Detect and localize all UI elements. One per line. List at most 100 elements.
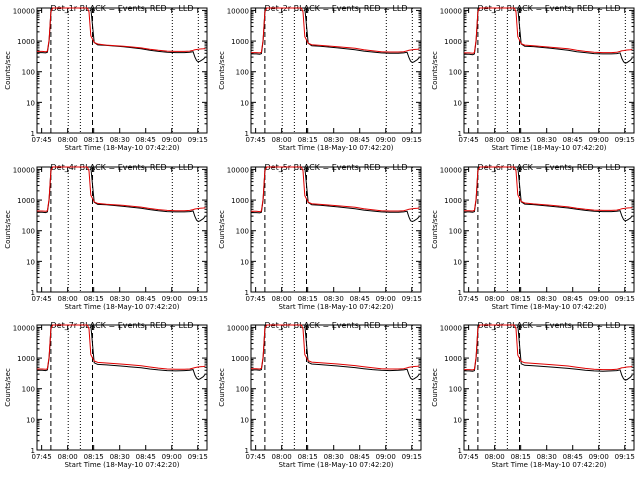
y-tick-label: 1 (31, 130, 35, 138)
y-tick-label: 1000 (17, 355, 35, 363)
x-tick-label: 09:15 (188, 453, 208, 461)
x-tick-label: 09:00 (376, 136, 396, 144)
x-tick-label: 08:30 (537, 136, 557, 144)
y-tick-label: 10 (453, 258, 462, 266)
panel-title: Det_2r BLACK = Events, RED = LLD (264, 4, 407, 13)
y-tick-label: 1 (245, 289, 249, 297)
x-tick-label: 09:15 (402, 295, 422, 303)
y-tick-label: 1 (245, 130, 249, 138)
x-tick-label: 09:00 (589, 453, 609, 461)
x-tick-label: 07:45 (246, 295, 266, 303)
x-tick-label: 08:15 (84, 295, 104, 303)
x-tick-label: 08:15 (84, 453, 104, 461)
x-tick-label: 08:30 (324, 136, 344, 144)
x-tick-label: 07:45 (32, 136, 52, 144)
x-tick-label: 08:00 (485, 295, 505, 303)
x-tick-label: 09:00 (162, 295, 182, 303)
y-axis-label: Counts/sec (218, 368, 226, 407)
y-tick-label: 10000 (13, 7, 35, 15)
lld-series-line (251, 166, 420, 213)
panel-title: Det_9r BLACK = Events, RED = LLD (477, 321, 620, 330)
x-tick-label: 08:45 (136, 453, 156, 461)
plot-frame (250, 166, 422, 293)
x-tick-label: 07:45 (459, 295, 479, 303)
x-tick-label: 08:30 (324, 453, 344, 461)
x-tick-label: 07:45 (32, 453, 52, 461)
events-series-line (464, 324, 633, 381)
x-tick-label: 08:30 (110, 136, 130, 144)
plot-frame (463, 324, 635, 451)
x-tick-label: 08:45 (563, 295, 583, 303)
y-tick-label: 100 (22, 69, 35, 77)
y-tick-label: 1000 (17, 38, 35, 46)
y-tick-label: 1 (458, 130, 462, 138)
x-tick-label: 09:00 (589, 136, 609, 144)
y-tick-label: 100 (236, 69, 249, 77)
plot-frame (250, 324, 422, 451)
y-tick-label: 10 (240, 416, 249, 424)
y-axis-label: Counts/sec (431, 368, 439, 407)
x-tick-label: 09:15 (615, 136, 635, 144)
x-tick-label: 08:00 (485, 453, 505, 461)
plot-frame (250, 7, 422, 134)
y-axis-label: Counts/sec (431, 51, 439, 90)
x-tick-label: 08:15 (84, 136, 104, 144)
y-tick-label: 100 (22, 228, 35, 236)
panel-title: Det_7r BLACK = Events, RED = LLD (50, 321, 193, 330)
x-axis-label: Start Time (18-May-10 07:42:20) (64, 144, 179, 152)
x-tick-label: 09:15 (402, 136, 422, 144)
y-tick-label: 10000 (13, 324, 35, 332)
y-tick-label: 1 (31, 289, 35, 297)
y-tick-label: 1 (458, 289, 462, 297)
y-tick-label: 10 (26, 99, 35, 107)
x-tick-label: 08:15 (298, 136, 318, 144)
events-series-line (251, 324, 420, 381)
y-tick-label: 10000 (227, 7, 249, 15)
x-tick-label: 08:45 (350, 136, 370, 144)
y-tick-label: 1000 (444, 38, 462, 46)
x-tick-label: 08:30 (324, 295, 344, 303)
y-tick-label: 1000 (231, 38, 249, 46)
y-tick-label: 10 (26, 258, 35, 266)
panel-3: Det_3r BLACK = Events, RED = LLD 1 10 100 10… (431, 4, 635, 152)
x-tick-label: 09:15 (402, 453, 422, 461)
x-tick-label: 08:45 (563, 136, 583, 144)
x-tick-label: 08:45 (136, 136, 156, 144)
y-tick-label: 100 (22, 386, 35, 394)
panel-5: Det_5r BLACK = Events, RED = LLD 1 10 100 10… (218, 163, 422, 311)
panel-title: Det_8r BLACK = Events, RED = LLD (264, 321, 407, 330)
x-tick-label: 07:45 (246, 453, 266, 461)
x-axis-label: Start Time (18-May-10 07:42:20) (64, 461, 179, 469)
y-tick-label: 10 (26, 416, 35, 424)
x-axis-label: Start Time (18-May-10 07:42:20) (491, 303, 606, 311)
y-tick-label: 10000 (13, 166, 35, 174)
x-tick-label: 08:15 (511, 295, 531, 303)
y-axis-label: Counts/sec (218, 210, 226, 249)
x-tick-label: 09:00 (162, 453, 182, 461)
y-axis-label: Counts/sec (4, 210, 12, 249)
lld-series-line (37, 166, 206, 212)
plot-frame (36, 324, 208, 451)
x-tick-label: 08:00 (58, 136, 78, 144)
x-tick-label: 08:00 (272, 295, 292, 303)
x-axis-label: Start Time (18-May-10 07:42:20) (278, 461, 393, 469)
x-tick-label: 08:45 (350, 453, 370, 461)
x-tick-label: 08:00 (272, 453, 292, 461)
x-tick-label: 08:30 (537, 453, 557, 461)
y-tick-label: 10000 (227, 166, 249, 174)
y-tick-label: 1 (31, 447, 35, 455)
x-tick-label: 07:45 (459, 453, 479, 461)
x-axis-label: Start Time (18-May-10 07:42:20) (491, 461, 606, 469)
x-tick-label: 07:45 (246, 136, 266, 144)
events-series-line (251, 166, 420, 223)
events-series-line (37, 7, 206, 63)
y-tick-label: 10 (240, 99, 249, 107)
panel-8: Det_8r BLACK = Events, RED = LLD 1 10 100 10… (218, 321, 422, 469)
x-tick-label: 09:00 (162, 136, 182, 144)
x-axis-label: Start Time (18-May-10 07:42:20) (278, 303, 393, 311)
x-tick-label: 08:45 (350, 295, 370, 303)
plot-frame (463, 166, 635, 293)
y-axis-label: Counts/sec (218, 51, 226, 90)
x-tick-label: 07:45 (459, 136, 479, 144)
